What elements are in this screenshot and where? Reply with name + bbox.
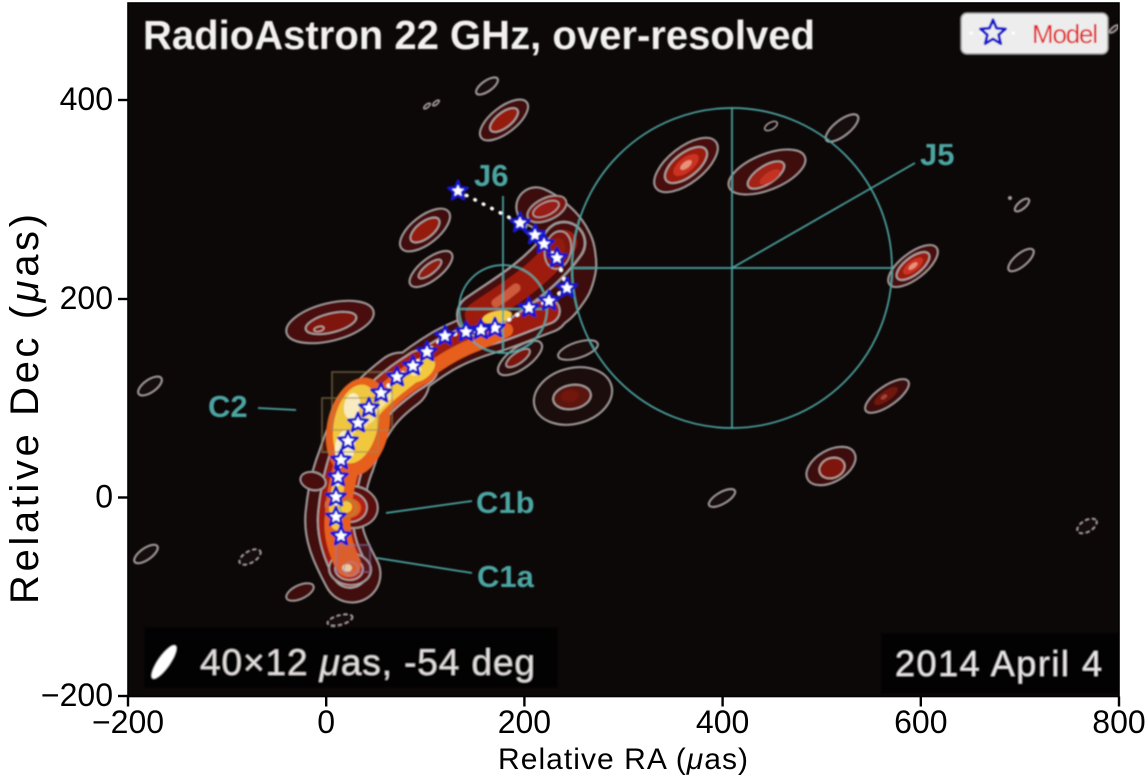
svg-text:40×12 μas, -54 deg: 40×12 μas, -54 deg: [200, 642, 535, 683]
svg-text:600: 600: [894, 704, 947, 740]
svg-text:−200: −200: [41, 677, 113, 713]
svg-text:0: 0: [95, 479, 113, 515]
svg-text:400: 400: [60, 81, 113, 117]
svg-text:200: 200: [498, 704, 551, 740]
svg-text:2014 April 4: 2014 April 4: [895, 643, 1102, 684]
svg-text:C2: C2: [208, 389, 248, 424]
svg-text:Model: Model: [1032, 19, 1098, 49]
svg-text:400: 400: [696, 704, 749, 740]
svg-text:0: 0: [317, 704, 335, 740]
svg-text:RadioAstron 22 GHz, over-resol: RadioAstron 22 GHz, over-resolved: [143, 12, 815, 58]
svg-text:J6: J6: [474, 158, 508, 193]
svg-text:J5: J5: [920, 137, 954, 172]
svg-text:Relative Dec (μas): Relative Dec (μas): [3, 214, 47, 604]
svg-text:C1a: C1a: [477, 559, 535, 594]
svg-text:C1b: C1b: [476, 485, 535, 520]
svg-text:Relative RA (μas): Relative RA (μas): [498, 743, 748, 775]
svg-text:200: 200: [60, 280, 113, 316]
svg-text:800: 800: [1092, 704, 1145, 740]
svg-text:−200: −200: [92, 704, 164, 740]
